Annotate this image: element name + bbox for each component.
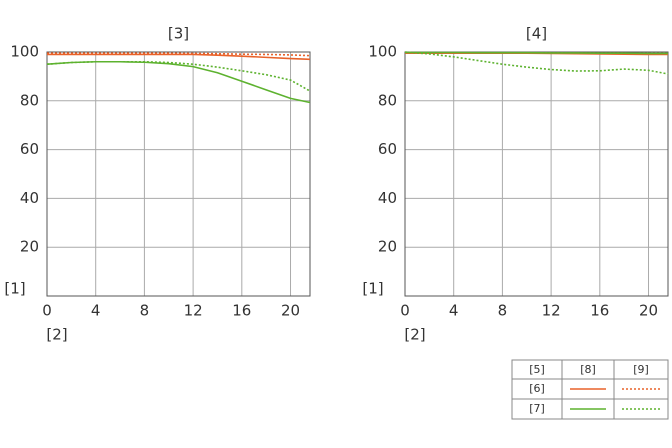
y-tick-label: 40 xyxy=(378,189,397,207)
plot-frame xyxy=(46,51,311,297)
x-axis-label: [2] xyxy=(404,326,425,344)
series-line xyxy=(46,60,311,104)
x-axis-label: [2] xyxy=(46,326,67,344)
x-tick-label: 20 xyxy=(639,302,658,320)
x-tick-label: 12 xyxy=(542,302,561,320)
y-tick-label: 100 xyxy=(10,43,39,61)
chart-title: [4] xyxy=(526,25,547,43)
x-tick-label: 16 xyxy=(232,302,251,320)
y-axis-label: [1] xyxy=(362,280,383,298)
y-axis-label: [1] xyxy=(4,280,25,298)
y-tick-label: 100 xyxy=(368,43,397,61)
x-tick-label: 8 xyxy=(498,302,508,320)
series-line xyxy=(404,51,669,75)
x-tick-label: 4 xyxy=(449,302,459,320)
x-tick-label: 4 xyxy=(91,302,101,320)
series-line xyxy=(405,51,668,55)
legend-frame xyxy=(511,359,669,420)
y-tick-label: 40 xyxy=(20,189,39,207)
x-tick-label: 20 xyxy=(281,302,300,320)
legend-row-label: [7] xyxy=(529,402,545,415)
series-line xyxy=(47,53,311,61)
y-tick-label: 20 xyxy=(20,238,39,256)
x-tick-label: 16 xyxy=(590,302,609,320)
plot-frame xyxy=(404,51,669,297)
legend-header: [9] xyxy=(633,363,649,376)
series-line xyxy=(46,60,311,92)
y-tick-label: 80 xyxy=(20,91,39,109)
chart-title: [3] xyxy=(168,25,189,43)
x-tick-label: 0 xyxy=(42,302,52,320)
legend-row-label: [6] xyxy=(529,382,545,395)
y-tick-label: 20 xyxy=(378,238,397,256)
y-tick-label: 80 xyxy=(378,91,397,109)
x-tick-label: 12 xyxy=(184,302,203,320)
y-tick-label: 60 xyxy=(20,140,39,158)
legend-header: [8] xyxy=(580,363,596,376)
x-tick-label: 0 xyxy=(400,302,410,320)
legend-header: [5] xyxy=(529,363,545,376)
y-tick-label: 60 xyxy=(378,140,397,158)
series-line xyxy=(47,52,311,57)
x-tick-label: 8 xyxy=(140,302,150,320)
